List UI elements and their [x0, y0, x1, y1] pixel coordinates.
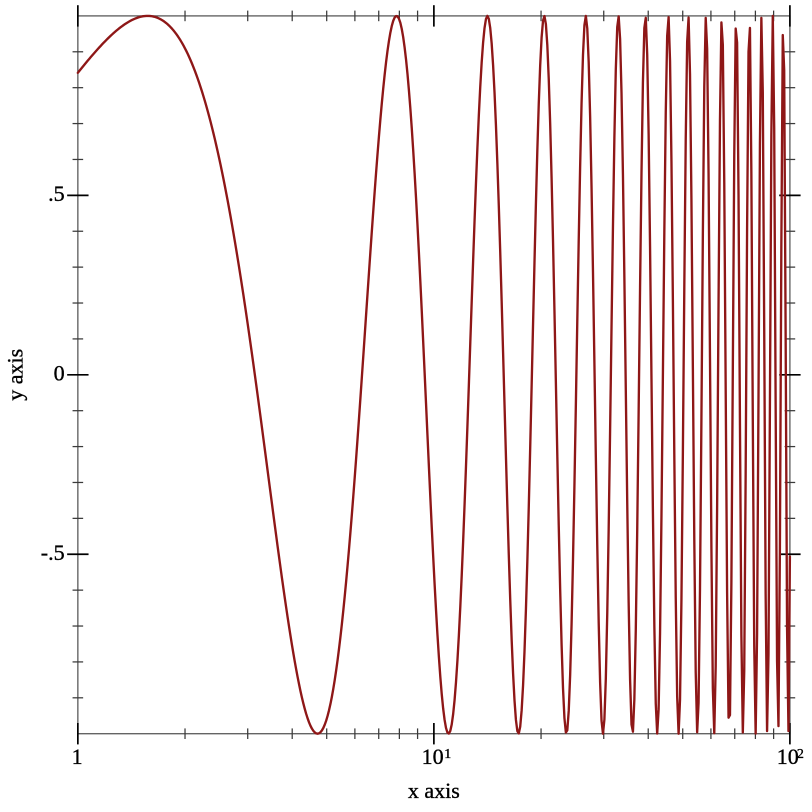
svg-text:10: 10 — [422, 744, 444, 769]
svg-text:2: 2 — [797, 747, 804, 762]
svg-text:y axis: y axis — [3, 349, 28, 401]
svg-text:-.5: -.5 — [41, 540, 65, 565]
svg-text:1: 1 — [72, 744, 83, 769]
svg-text:.5: .5 — [48, 181, 65, 206]
svg-text:10: 10 — [777, 744, 799, 769]
svg-text:x axis: x axis — [408, 778, 460, 803]
svg-text:0: 0 — [54, 361, 65, 386]
svg-text:1: 1 — [444, 747, 451, 762]
